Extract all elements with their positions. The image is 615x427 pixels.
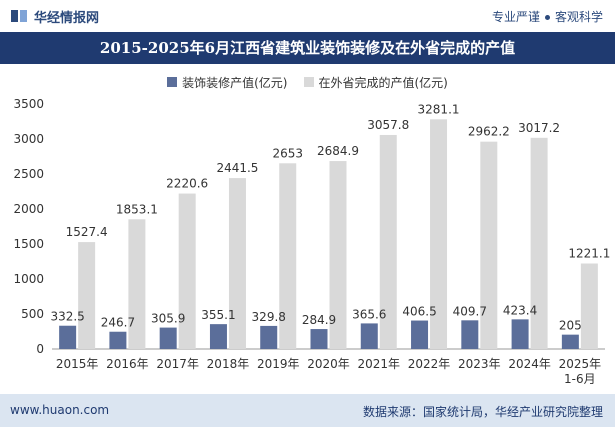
data-label-series1: 355.1 [201, 308, 235, 322]
data-label-series2: 1221.1 [568, 247, 610, 261]
chart-labels: 332.5 1527.4 2015年 246.7 1853.1 2016年 305.9 222… [50, 102, 610, 386]
data-label-series2: 1853.1 [116, 202, 158, 216]
x-tick-label: 2015年 [56, 357, 99, 371]
data-label-series1: 365.6 [352, 307, 386, 321]
legend-swatch-series1 [167, 77, 178, 87]
data-label-series1: 423.4 [503, 303, 537, 317]
data-label-series1: 205 [559, 319, 582, 333]
x-tick-label: 2019年 [257, 357, 300, 371]
bar-series1 [159, 327, 177, 349]
legend-swatch-series2 [303, 77, 314, 87]
chart-bars [59, 119, 598, 349]
data-label-series1: 329.8 [252, 310, 286, 324]
bar-series1 [209, 324, 227, 349]
bar-series2 [128, 219, 146, 349]
data-label-series2: 1527.4 [66, 225, 108, 239]
bar-series1 [461, 320, 479, 349]
data-label-series2: 2220.6 [166, 177, 208, 191]
y-tick-label: 3500 [13, 97, 44, 111]
legend-label-series1: 装饰装修产值(亿元) [182, 75, 288, 90]
website-link[interactable]: www.huaon.com [10, 403, 110, 417]
data-label-series2: 3057.8 [367, 118, 409, 132]
data-label-series1: 409.7 [453, 304, 487, 318]
bar-series1 [260, 325, 278, 349]
bar-series2 [580, 263, 598, 349]
legend-item-series2: 在外省完成的产值(亿元) [303, 74, 448, 91]
data-label-series1: 284.9 [302, 313, 336, 327]
tagline-right: 客观科学 [554, 10, 603, 24]
data-label-series1: 406.5 [402, 305, 436, 319]
y-tick-label: 1500 [13, 237, 44, 251]
x-tick-label: 1-6月 [564, 372, 596, 386]
y-tick-label: 0 [36, 342, 44, 356]
top-bar: 华经情报网 专业严谨 客观科学 [0, 0, 615, 32]
data-label-series1: 246.7 [101, 316, 135, 330]
bar-series2 [430, 119, 448, 349]
x-tick-label: 2022年 [408, 357, 451, 371]
x-tick-label: 2020年 [307, 357, 350, 371]
logo: 华经情报网 [10, 6, 99, 26]
y-tick-label: 3000 [13, 132, 44, 146]
chart-title: 2015-2025年6月江西省建筑业装饰装修及在外省完成的产值 [0, 32, 615, 64]
tagline-dot-icon [544, 15, 550, 20]
y-tick-label: 2500 [13, 167, 44, 181]
data-label-series2: 2684.9 [317, 144, 359, 158]
legend-item-series1: 装饰装修产值(亿元) [167, 74, 288, 91]
x-tick-label: 2024年 [508, 357, 551, 371]
data-label-series1: 305.9 [151, 312, 185, 326]
bar-series2 [329, 161, 347, 349]
bar-series2 [78, 242, 96, 349]
bar-series2 [530, 137, 548, 349]
y-tick-label: 2000 [13, 202, 44, 216]
x-tick-label: 2021年 [357, 357, 400, 371]
bar-series1 [411, 320, 429, 349]
x-tick-label: 2018年 [207, 357, 250, 371]
bar-series2 [480, 141, 498, 349]
legend-label-series2: 在外省完成的产值(亿元) [318, 75, 448, 90]
data-label-series2: 2441.5 [216, 161, 258, 175]
bar-series1 [511, 319, 529, 349]
bar-series2 [178, 193, 196, 349]
bar-series2 [228, 178, 246, 349]
bar-series1 [561, 334, 579, 349]
bar-series2 [379, 134, 397, 349]
data-source: 数据来源：国家统计局，华经产业研究院整理 [362, 405, 603, 419]
data-label-series2: 3017.2 [518, 121, 560, 135]
bar-series1 [109, 331, 127, 349]
data-label-series2: 2962.2 [468, 125, 510, 139]
bar-chart: 0 500 1000 1500 2000 2500 3000 3500 332.5 1527.4… [13, 97, 610, 386]
tagline-left: 专业严谨 [491, 10, 540, 24]
y-tick-label: 1000 [13, 272, 44, 286]
logo-text: 华经情报网 [34, 10, 100, 26]
y-tick-label: 500 [21, 307, 44, 321]
footer: www.huaon.com 数据来源：国家统计局，华经产业研究院整理 [0, 394, 615, 427]
x-tick-label: 2023年 [458, 357, 501, 371]
tagline: 专业严谨 客观科学 [492, 8, 603, 25]
data-label-series2: 2653 [272, 146, 303, 160]
x-tick-label: 2025年 [559, 357, 602, 371]
bar-series2 [279, 163, 297, 349]
bar-series1 [310, 329, 328, 349]
logo-icon [11, 10, 27, 22]
x-tick-label: 2016年 [106, 357, 149, 371]
data-label-series1: 332.5 [50, 310, 84, 324]
x-tick-label: 2017年 [156, 357, 199, 371]
bar-series1 [59, 325, 77, 349]
data-label-series2: 3281.1 [418, 102, 460, 116]
bar-series1 [360, 323, 378, 349]
chart-legend: 装饰装修产值(亿元) 在外省完成的产值(亿元) [0, 70, 615, 94]
